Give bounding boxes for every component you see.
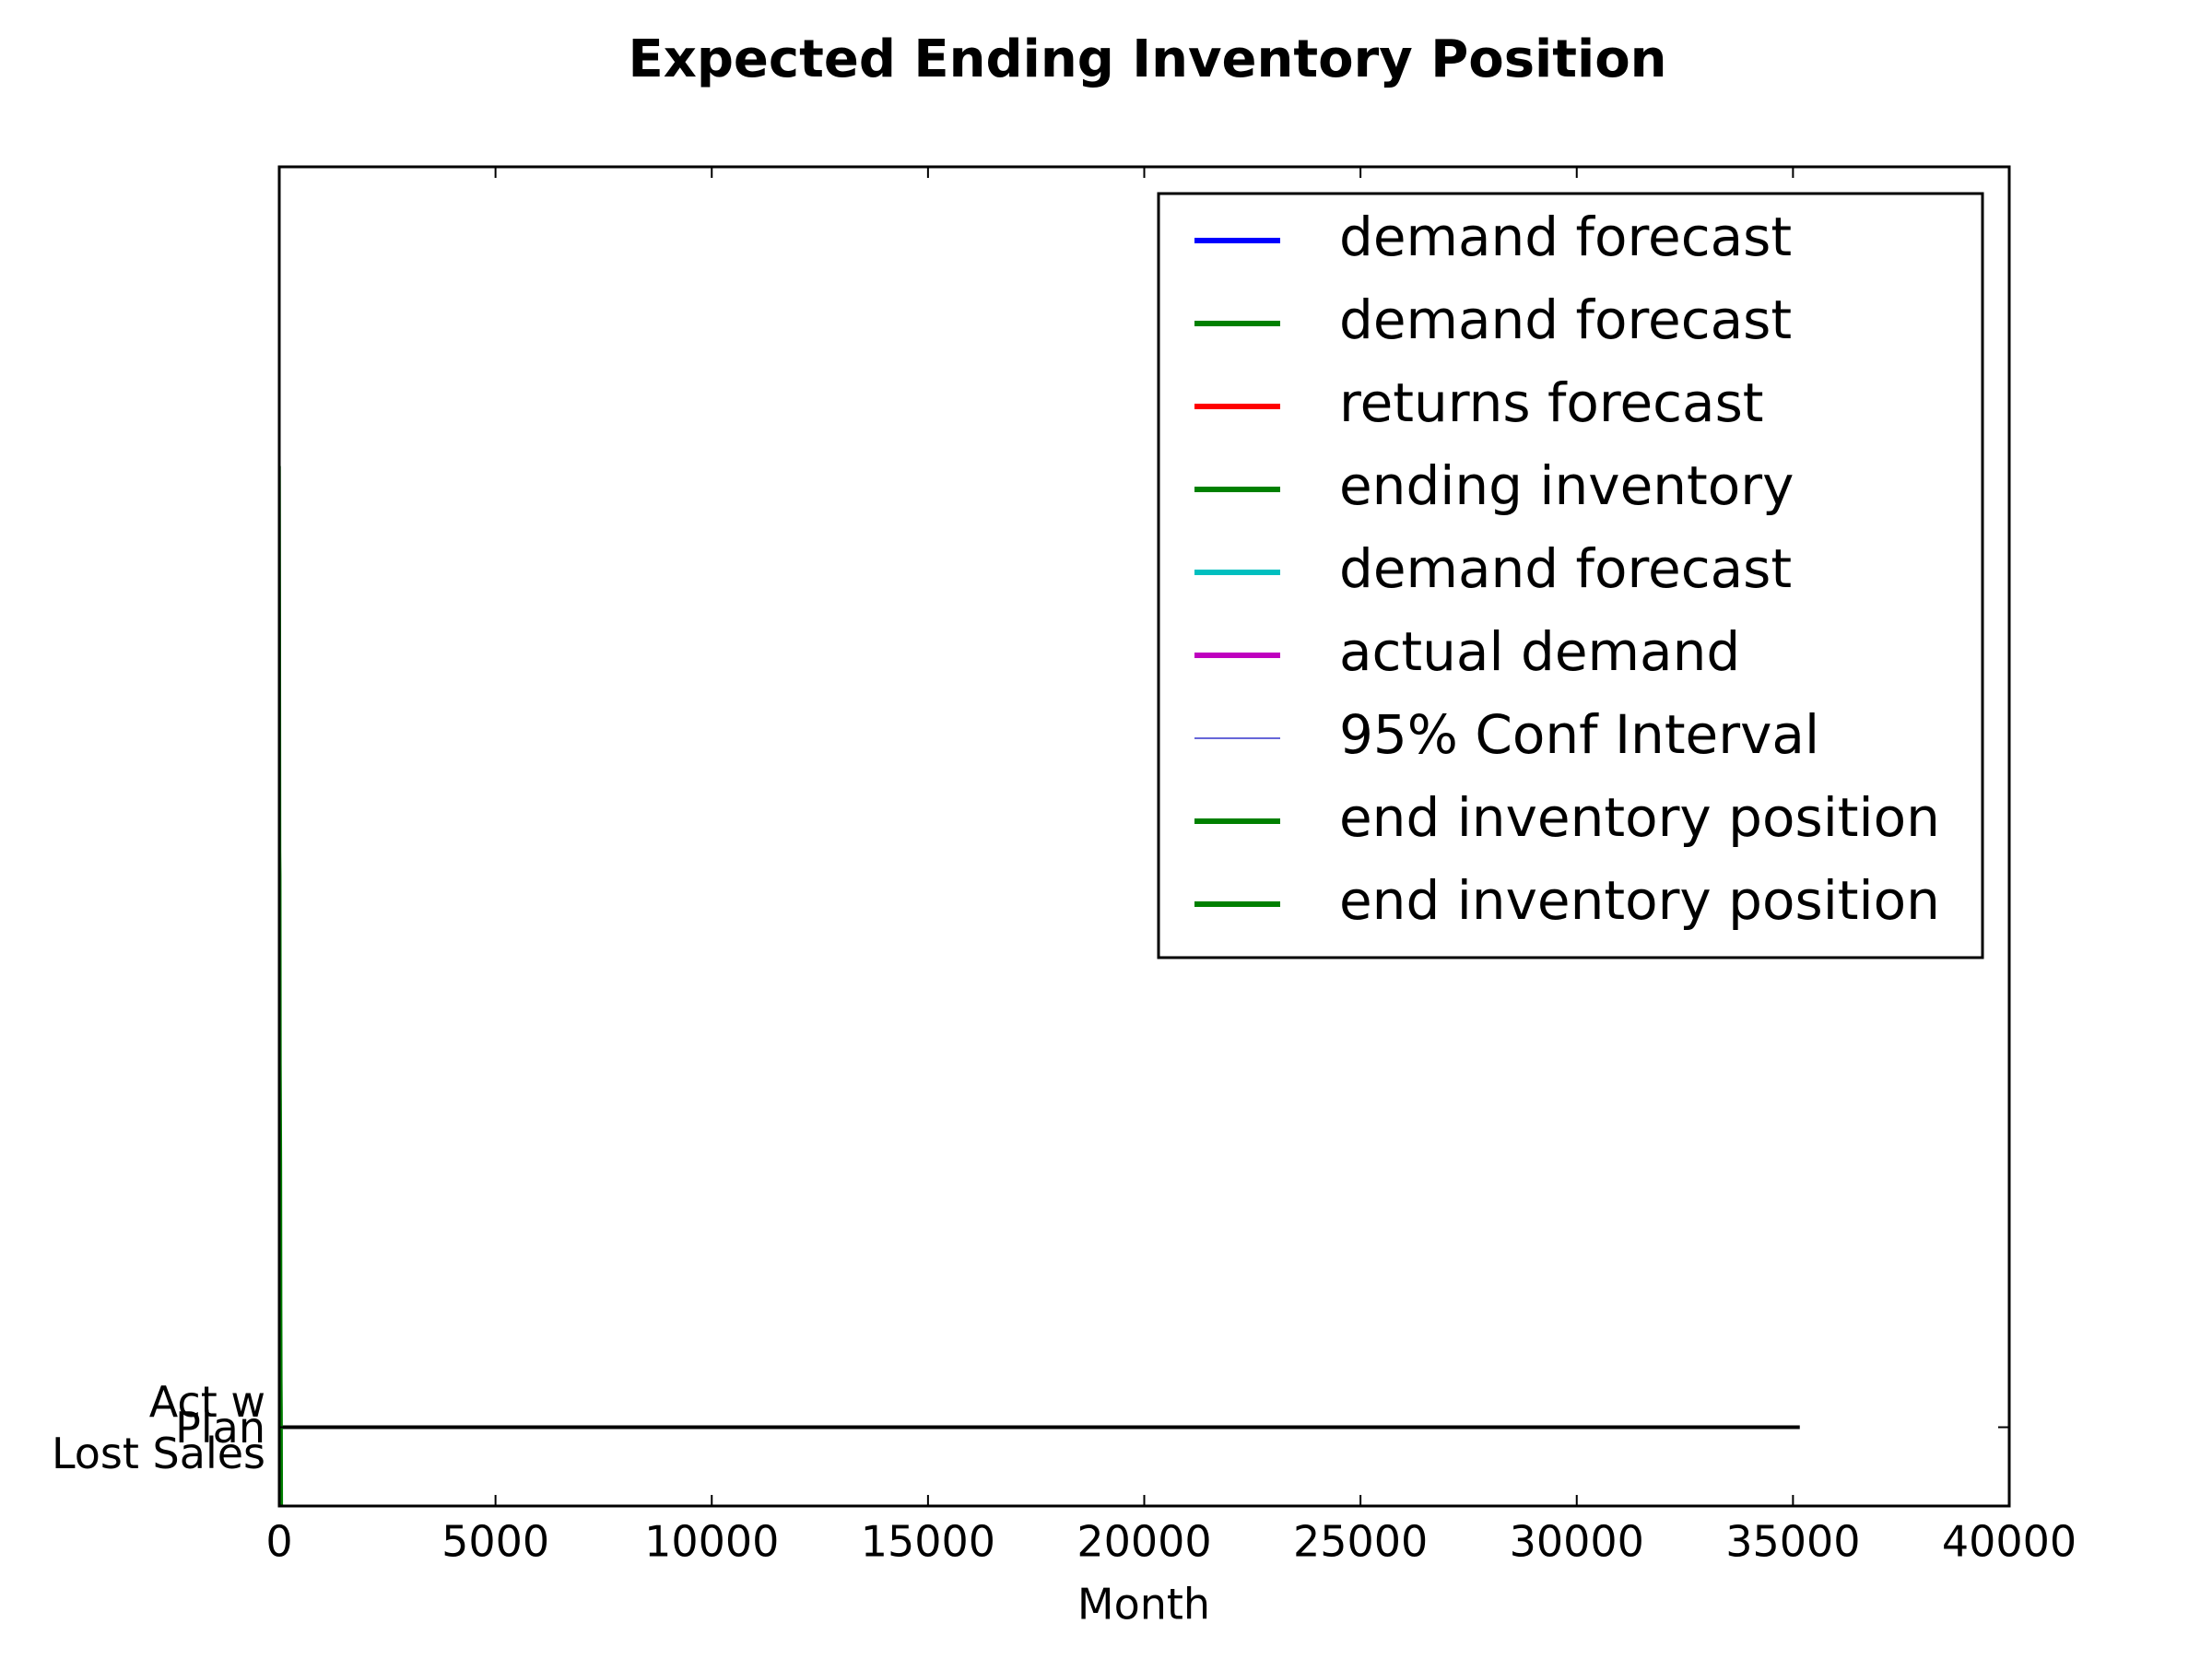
x-tick-label: 5000 <box>441 1517 549 1567</box>
x-tick-label: 25000 <box>1293 1517 1428 1567</box>
x-tick-label: 0 <box>265 1517 292 1567</box>
x-tick-label: 15000 <box>861 1517 995 1567</box>
y-tick-label: Act w Plan Lost Sales <box>51 1376 265 1478</box>
x-tick-label: 35000 <box>1725 1517 1860 1567</box>
y-axis-label: Units <box>0 786 9 895</box>
legend-label: 95% Conf Interval <box>1339 703 1819 766</box>
x-axis-label: Month <box>1077 1580 1210 1630</box>
legend-label: ending inventory <box>1339 454 1794 517</box>
x-tick-label: 30000 <box>1510 1517 1644 1567</box>
legend-label: returns forecast <box>1339 371 1764 434</box>
chart-title: Expected Ending Inventory Position <box>628 29 1666 89</box>
x-tick-label: 40000 <box>1942 1517 2077 1567</box>
legend-frame <box>1157 192 1984 959</box>
legend-label: demand forecast <box>1339 537 1792 600</box>
legend-label: actual demand <box>1339 620 1740 683</box>
x-tick-label: 10000 <box>644 1517 779 1567</box>
legend-label: demand forecast <box>1339 288 1792 351</box>
legend-label: end inventory position <box>1339 786 1940 849</box>
legend-label: demand forecast <box>1339 206 1792 268</box>
legend-label: end inventory position <box>1339 869 1940 932</box>
x-tick-label: 20000 <box>1077 1517 1211 1567</box>
